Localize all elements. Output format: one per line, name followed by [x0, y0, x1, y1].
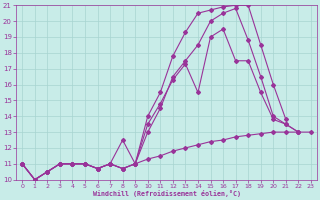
X-axis label: Windchill (Refroidissement éolien,°C): Windchill (Refroidissement éolien,°C): [92, 190, 241, 197]
